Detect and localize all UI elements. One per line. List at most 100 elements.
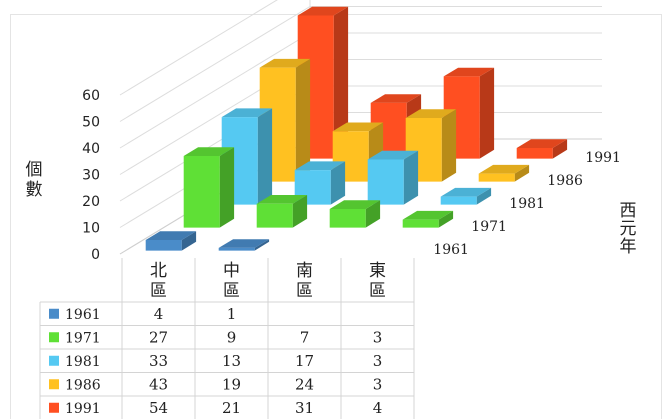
bar-top	[256, 195, 308, 204]
bar-side	[295, 58, 311, 182]
depth-axis-title-char: 年	[620, 237, 637, 257]
bar-1971-1	[256, 195, 308, 228]
table-cell: 3	[373, 328, 383, 346]
category-label: 北	[150, 261, 167, 281]
bar-top	[259, 58, 311, 68]
table-cell: 1	[227, 305, 237, 323]
y-tick-label: 60	[82, 88, 100, 104]
bar-top	[332, 122, 384, 132]
bar-1986-2	[405, 109, 457, 182]
table-series-name: 1986	[65, 377, 101, 393]
gridline-60	[119, 0, 278, 96]
bar-1971-3	[402, 210, 454, 228]
bar-1986-3	[478, 164, 530, 182]
bar-side	[257, 108, 273, 205]
table-cell: 43	[149, 375, 168, 393]
legend-key	[49, 379, 59, 390]
legend-key	[49, 355, 59, 366]
bar-top	[329, 200, 381, 209]
bar-side	[479, 67, 495, 159]
category-label: 區	[223, 281, 240, 301]
category-label: 東	[369, 261, 386, 281]
table-cell: 21	[222, 399, 241, 417]
y-tick-label: 30	[82, 168, 100, 184]
bar-front	[367, 159, 404, 205]
bar-1981-3	[440, 187, 492, 205]
y-axis-title-char: 個	[26, 160, 43, 180]
bar-side	[333, 6, 349, 159]
bar-front	[516, 148, 553, 159]
legend-key	[49, 402, 59, 413]
depth-tick-label: 1986	[547, 173, 583, 189]
bar-front	[402, 219, 439, 228]
y-tick-label: 0	[91, 247, 100, 263]
depth-tick-label: 1961	[433, 242, 469, 258]
bar-1971-2	[329, 200, 381, 228]
category-label: 中	[223, 261, 240, 281]
table-cell: 33	[149, 352, 168, 370]
table-cell: 54	[149, 399, 168, 417]
bar-side	[292, 195, 308, 228]
table-cell: 24	[295, 375, 314, 393]
bar-front	[440, 196, 477, 205]
bar-1961-0	[145, 231, 197, 251]
bar-front	[183, 156, 220, 228]
category-label: 南	[296, 261, 313, 281]
category-label: 區	[150, 281, 167, 301]
bar-top	[370, 94, 422, 103]
depth-axis-title-char: 西	[620, 201, 637, 221]
bars	[145, 6, 568, 251]
table-cell: 27	[149, 328, 168, 346]
y-tick-label: 40	[82, 141, 100, 157]
bar-top	[221, 108, 273, 118]
table-cell: 19	[222, 375, 241, 393]
bar-side	[441, 109, 457, 182]
y-tick-label: 50	[82, 115, 100, 131]
bar-side	[181, 231, 197, 251]
bar-1981-2	[367, 150, 419, 205]
legend-key	[49, 308, 59, 319]
category-label: 區	[369, 281, 386, 301]
bar-side	[365, 200, 381, 228]
bar-top	[297, 6, 349, 16]
y-tick-label: 10	[82, 221, 100, 237]
table-series-name: 1961	[65, 307, 101, 323]
bar-side	[552, 139, 568, 159]
table-cell: 13	[222, 352, 241, 370]
bar-top	[294, 161, 346, 171]
y-tick-label: 20	[82, 194, 100, 210]
bar-top	[516, 139, 568, 148]
bar-side	[219, 147, 235, 228]
bar-side	[438, 210, 454, 228]
table-cell: 9	[227, 328, 237, 346]
bar-top	[218, 239, 270, 248]
table-cell: 17	[295, 352, 314, 370]
depth-tick-label: 1991	[585, 150, 621, 166]
depth-axis-title-char: 元	[620, 219, 637, 239]
table-cell: 3	[373, 352, 383, 370]
bar-top	[478, 164, 530, 174]
table-cell: 4	[154, 305, 164, 323]
bar-front	[218, 247, 255, 251]
bar-side	[514, 164, 530, 182]
bar-side	[476, 187, 492, 205]
bar-top	[402, 210, 454, 220]
bar-front	[329, 209, 366, 228]
depth-tick-label: 1971	[471, 219, 507, 235]
table-cell: 3	[373, 375, 383, 393]
y-axis-title-char: 數	[26, 180, 43, 200]
bar-top	[183, 147, 235, 156]
bar-top	[145, 231, 197, 240]
bar-front	[145, 240, 182, 251]
bar-top	[405, 109, 457, 118]
bar-front	[256, 203, 293, 228]
bar-side	[330, 161, 346, 205]
category-label: 區	[296, 281, 313, 301]
bar-top	[367, 150, 419, 160]
bar-top	[440, 187, 492, 197]
bar-1961-1	[218, 239, 270, 251]
table-cell: 7	[300, 328, 310, 346]
